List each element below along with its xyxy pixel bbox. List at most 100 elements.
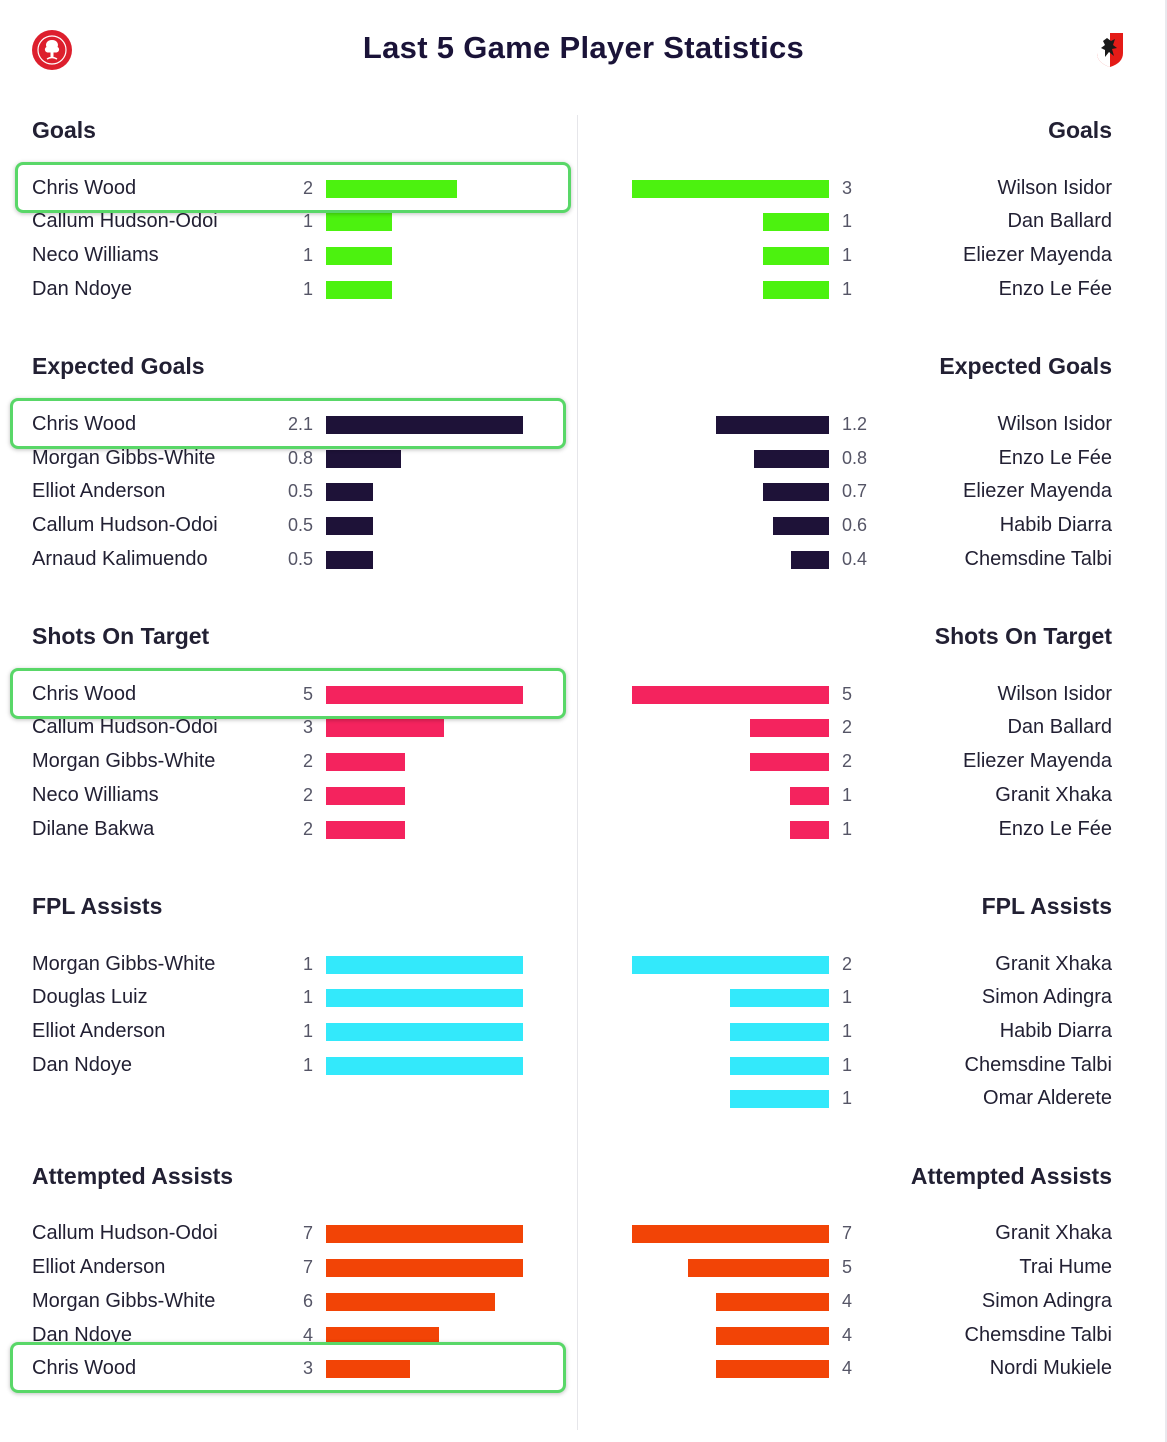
player-name: Callum Hudson-Odoi <box>32 514 218 536</box>
stat-value-label: 1 <box>842 987 853 1007</box>
player-name: Callum Hudson-Odoi <box>32 716 218 738</box>
player-name: Dan Ndoye <box>32 278 133 300</box>
right-section-title-fpl-assists: FPL Assists <box>981 893 1112 919</box>
stat-bar <box>750 719 829 737</box>
right-stat-row: Wilson Isidor 5 <box>578 678 1155 712</box>
stat-bar <box>716 1327 829 1345</box>
stat-value-label: 1 <box>302 1055 313 1075</box>
right-stat-row: Dan Ballard 2 <box>578 711 1155 745</box>
stat-bar <box>632 956 829 974</box>
player-name: Arnaud Kalimuendo <box>32 548 208 570</box>
player-name: Chris Wood <box>32 413 137 435</box>
stat-bar <box>326 1225 523 1243</box>
right-stat-row: Simon Adingra 1 <box>578 981 1155 1015</box>
stat-value-label: 4 <box>842 1325 853 1345</box>
header: Last 5 Game Player Statistics <box>0 0 1167 100</box>
player-name: Wilson Isidor <box>997 177 1112 199</box>
player-name: Wilson Isidor <box>997 683 1112 705</box>
stat-value-label: 7 <box>302 1223 313 1243</box>
stat-value-label: 2.1 <box>287 414 313 434</box>
stat-bar <box>326 281 392 299</box>
right-stat-row: Granit Xhaka 2 <box>578 948 1155 982</box>
stat-value-label: 1 <box>842 1055 853 1075</box>
left-stat-row: Chris Wood 2 <box>0 172 577 206</box>
stat-bar <box>730 1057 829 1075</box>
stat-value-label: 7 <box>302 1257 313 1277</box>
stat-value-label: 0.8 <box>842 448 868 468</box>
player-name: Callum Hudson-Odoi <box>32 210 218 232</box>
stat-value-label: 1 <box>302 954 313 974</box>
player-name: Simon Adingra <box>981 986 1112 1008</box>
player-name: Morgan Gibbs-White <box>32 447 216 469</box>
player-name: Morgan Gibbs-White <box>32 953 216 975</box>
stat-bar <box>326 1259 523 1277</box>
stat-value-label: 3 <box>302 717 313 737</box>
stat-value-label: 1 <box>302 211 313 231</box>
left-stat-row: Dan Ndoye 4 <box>0 1319 577 1353</box>
right-stat-row: Wilson Isidor 1.2 <box>578 408 1155 442</box>
stat-bar <box>326 1327 439 1345</box>
stat-bar <box>326 1293 495 1311</box>
stat-value-label: 0.5 <box>287 549 313 569</box>
right-section-title-goals: Goals <box>1048 117 1112 143</box>
left-stat-row: Morgan Gibbs-White 0.8 <box>0 442 577 476</box>
home-team-column: Goals Chris Wood 2 Callum Hudson-Odoi 1 Neco … <box>0 0 577 1442</box>
right-edge <box>1165 0 1167 1442</box>
away-team-column: Goals Wilson Isidor 3 Dan Ballard 1 Eliezer M… <box>578 0 1155 1442</box>
stat-value-label: 0.5 <box>287 515 313 535</box>
player-name: Habib Diarra <box>999 1020 1112 1042</box>
left-stat-row: Dan Ndoye 1 <box>0 1049 577 1083</box>
stat-bar <box>791 551 829 569</box>
left-stat-row: Elliot Anderson 0.5 <box>0 475 577 509</box>
player-name: Morgan Gibbs-White <box>32 1290 216 1312</box>
stat-bar <box>716 1293 829 1311</box>
stat-value-label: 1 <box>842 819 853 839</box>
player-name: Douglas Luiz <box>32 986 148 1008</box>
stat-value-label: 6 <box>302 1291 313 1311</box>
right-stat-row: Simon Adingra 4 <box>578 1285 1155 1319</box>
stat-value-label: 0.5 <box>287 481 313 501</box>
stat-bar <box>763 247 829 265</box>
right-stat-row: Nordi Mukiele 4 <box>578 1352 1155 1386</box>
right-stat-row: Eliezer Mayenda 0.7 <box>578 475 1155 509</box>
player-name: Elliot Anderson <box>32 480 166 502</box>
stat-bar <box>326 1057 523 1075</box>
right-stat-row: Wilson Isidor 3 <box>578 172 1155 206</box>
stat-value-label: 1 <box>302 279 313 299</box>
right-stat-row: Omar Alderete 1 <box>578 1082 1155 1116</box>
stat-bar <box>326 956 523 974</box>
stat-value-label: 0.6 <box>842 515 868 535</box>
stat-value-label: 3 <box>842 178 853 198</box>
right-stat-row: Chemsdine Talbi 0.4 <box>578 543 1155 577</box>
stat-bar <box>716 416 829 434</box>
right-stat-row: Enzo Le Fée 0.8 <box>578 442 1155 476</box>
right-stat-row: Enzo Le Fée 1 <box>578 813 1155 847</box>
left-section-title-expected-goals: Expected Goals <box>32 353 205 379</box>
left-stat-row: Chris Wood 5 <box>0 678 577 712</box>
left-stat-row: Chris Wood 2.1 <box>0 408 577 442</box>
left-stat-row: Callum Hudson-Odoi 3 <box>0 711 577 745</box>
stat-bar <box>716 1360 829 1378</box>
stat-bar <box>790 787 829 805</box>
player-name: Callum Hudson-Odoi <box>32 1222 218 1244</box>
left-stat-row: Callum Hudson-Odoi 0.5 <box>0 509 577 543</box>
player-name: Chemsdine Talbi <box>964 1054 1113 1076</box>
center-divider <box>577 115 578 1430</box>
stat-value-label: 0.8 <box>287 448 313 468</box>
left-stat-row: Dilane Bakwa 2 <box>0 813 577 847</box>
stat-bar <box>326 1023 523 1041</box>
right-stat-row: Granit Xhaka 7 <box>578 1217 1155 1251</box>
stat-bar <box>326 1360 410 1378</box>
stat-bar <box>730 989 829 1007</box>
stat-value-label: 1 <box>302 1021 313 1041</box>
stat-bar <box>730 1090 829 1108</box>
stat-bar <box>326 416 523 434</box>
stat-bar <box>326 213 392 231</box>
stat-value-label: 3 <box>302 1358 313 1378</box>
stat-bar <box>326 787 405 805</box>
stat-value-label: 1 <box>842 1088 853 1108</box>
stat-value-label: 4 <box>842 1358 853 1378</box>
stat-value-label: 1 <box>842 279 853 299</box>
player-name: Trai Hume <box>1019 1256 1112 1278</box>
left-stat-row: Morgan Gibbs-White 6 <box>0 1285 577 1319</box>
